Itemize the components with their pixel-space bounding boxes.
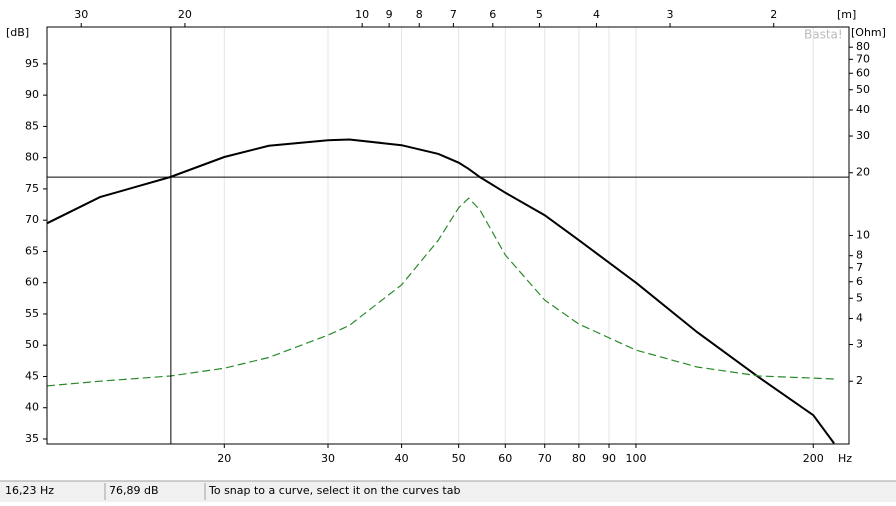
status-bar [0, 481, 896, 502]
y2-tick-label: 20 [856, 166, 870, 179]
y-tick-label: 60 [25, 276, 39, 289]
y2-tick-label: 10 [856, 229, 870, 242]
x-tick-label: 60 [498, 452, 512, 465]
x-tick-label: 20 [217, 452, 231, 465]
y-tick-label: 80 [25, 151, 39, 164]
y2-tick-label: 60 [856, 66, 870, 79]
x-tick-label: 40 [395, 452, 409, 465]
y2-tick-label: 50 [856, 83, 870, 96]
x2-tick-label: 6 [489, 8, 496, 21]
y2-tick-label: 4 [856, 311, 863, 324]
y-tick-label: 45 [25, 369, 39, 382]
y2-tick-label: 7 [856, 261, 863, 274]
x2-unit: [m] [837, 8, 856, 21]
y-tick-label: 65 [25, 244, 39, 257]
y2-tick-label: 80 [856, 40, 870, 53]
status-freq: 16,23 Hz [5, 484, 54, 497]
watermark: Basta! [804, 28, 843, 42]
x2-tick-label: 8 [416, 8, 423, 21]
x2-tick-label: 7 [450, 8, 457, 21]
y2-tick-label: 70 [856, 52, 870, 65]
status-hint: To snap to a curve, select it on the cur… [208, 484, 460, 497]
x-tick-label: 50 [452, 452, 466, 465]
y-tick-label: 90 [25, 88, 39, 101]
x-tick-label: 30 [321, 452, 335, 465]
x2-tick-label: 2 [770, 8, 777, 21]
x2-tick-label: 4 [593, 8, 600, 21]
y2-tick-label: 8 [856, 249, 863, 262]
y2-tick-label: 30 [856, 129, 870, 142]
x2-tick-label: 3 [667, 8, 674, 21]
x-tick-label: 70 [538, 452, 552, 465]
x-tick-label: 100 [625, 452, 646, 465]
x2-tick-label: 30 [74, 8, 88, 21]
y2-tick-label: 40 [856, 103, 870, 116]
y-tick-label: 55 [25, 307, 39, 320]
x-tick-label: 80 [572, 452, 586, 465]
curve [47, 138, 835, 444]
x-tick-label: 200 [803, 452, 824, 465]
x2-tick-label: 10 [355, 8, 369, 21]
y-tick-label: 70 [25, 213, 39, 226]
y2-tick-label: 5 [856, 291, 863, 304]
x-tick-label: 90 [602, 452, 616, 465]
y-tick-label: 95 [25, 57, 39, 70]
x2-tick-label: 20 [178, 8, 192, 21]
x2-tick-label: 9 [386, 8, 393, 21]
y2-tick-label: 6 [856, 275, 863, 288]
y-unit: [dB] [6, 26, 29, 39]
y2-tick-label: 3 [856, 338, 863, 351]
x2-tick-label: 5 [536, 8, 543, 21]
y-tick-label: 50 [25, 338, 39, 351]
y-tick-label: 75 [25, 182, 39, 195]
y-tick-label: 85 [25, 119, 39, 132]
background [0, 0, 896, 480]
y-tick-label: 35 [25, 432, 39, 445]
status-level: 76,89 dB [109, 484, 159, 497]
x-unit: Hz [838, 452, 852, 465]
plot-frame [46, 26, 850, 445]
y2-unit: [Ohm] [851, 26, 886, 39]
curve [47, 197, 835, 387]
y-tick-label: 40 [25, 401, 39, 414]
y2-tick-label: 2 [856, 374, 863, 387]
